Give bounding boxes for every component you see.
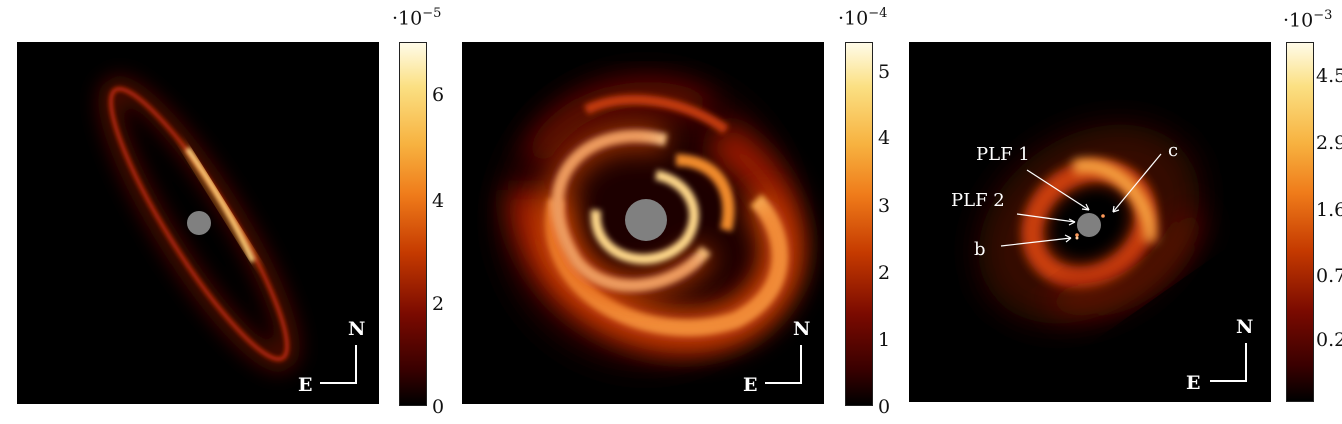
annotation-b: b bbox=[974, 239, 986, 260]
colorbar-tick: 1 bbox=[878, 329, 891, 351]
disk-image-2 bbox=[462, 42, 824, 404]
compass-arrow-icon bbox=[765, 345, 802, 384]
compass-north: N bbox=[348, 318, 366, 340]
colorbar-exponent-1: ·10−5 bbox=[392, 6, 442, 30]
colorbar-tick: 2 bbox=[432, 293, 445, 315]
colorbar-tick: 0 bbox=[878, 396, 891, 418]
annotation-plf1: PLF 1 bbox=[976, 144, 1030, 165]
colorbar-tick: 4 bbox=[878, 127, 891, 149]
coronagraph-mask-icon bbox=[187, 211, 211, 235]
compass-arrow-icon bbox=[320, 345, 357, 384]
colorbar-2 bbox=[845, 42, 873, 406]
annotation-c: c bbox=[1168, 140, 1179, 161]
compass-east: E bbox=[1186, 372, 1201, 394]
colorbar-tick: 6 bbox=[432, 84, 445, 106]
colorbar-tick: 2.9 bbox=[1316, 132, 1342, 154]
coronagraph-mask-icon bbox=[1077, 213, 1101, 237]
colorbar-exponent-3: ·10−3 bbox=[1283, 8, 1333, 32]
compass-north: N bbox=[1236, 316, 1254, 338]
disk-image-1 bbox=[17, 42, 379, 404]
colorbar-tick: 2 bbox=[878, 262, 891, 284]
colorbar-3 bbox=[1286, 42, 1314, 402]
colorbar-tick: 1.6 bbox=[1316, 199, 1342, 221]
compass-arrow-icon bbox=[1210, 343, 1247, 382]
colorbar-exponent-2: ·10−4 bbox=[838, 6, 888, 30]
coronagraph-mask-icon bbox=[625, 199, 667, 241]
disk-image-3 bbox=[909, 42, 1271, 402]
annotation-plf2: PLF 2 bbox=[951, 190, 1005, 211]
colorbar-tick: 0.7 bbox=[1316, 265, 1342, 287]
colorbar-tick: 4.5 bbox=[1316, 65, 1342, 87]
compass-north: N bbox=[793, 318, 811, 340]
colorbar-1 bbox=[399, 42, 427, 406]
compass-east: E bbox=[743, 374, 758, 396]
compass-east: E bbox=[298, 374, 313, 396]
colorbar-tick: 5 bbox=[878, 61, 891, 83]
colorbar-tick: 0.2 bbox=[1316, 329, 1342, 351]
colorbar-tick: 0 bbox=[432, 396, 445, 418]
colorbar-tick: 3 bbox=[878, 195, 891, 217]
colorbar-tick: 4 bbox=[432, 190, 445, 212]
